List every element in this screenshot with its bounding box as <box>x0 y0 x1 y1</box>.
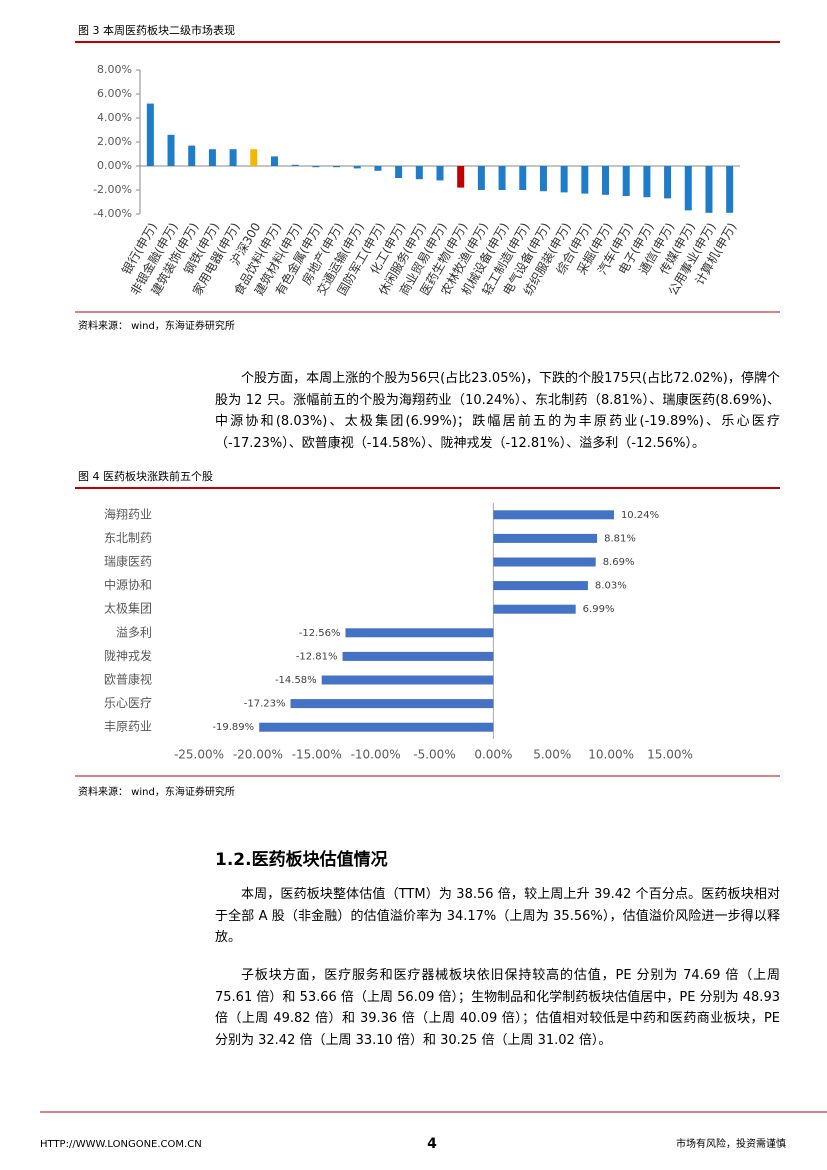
bar <box>259 722 494 732</box>
category-label: 陇神戎发 <box>104 648 152 663</box>
bar <box>643 166 651 198</box>
value-label: -12.81% <box>296 651 338 662</box>
category-label: 东北制药 <box>104 531 152 545</box>
bar <box>291 164 299 166</box>
y-tick-label: -4.00% <box>93 207 132 220</box>
bar <box>374 166 382 171</box>
bar <box>290 699 494 709</box>
bar <box>353 166 361 169</box>
category-label: 丰原药业 <box>104 720 152 734</box>
bar <box>684 166 692 211</box>
y-tick-label: 6.00% <box>97 87 132 100</box>
bar <box>188 145 196 166</box>
category-label: 中源协和 <box>104 577 152 592</box>
bar <box>229 149 237 166</box>
bar <box>457 166 465 188</box>
bar <box>345 628 494 638</box>
bar <box>539 166 547 192</box>
x-tick-label: 5.00% <box>533 748 571 762</box>
bar <box>436 166 444 181</box>
bar <box>250 149 258 166</box>
bar <box>208 149 216 166</box>
category-label: 溢多利 <box>116 625 152 639</box>
section-heading: 1.2.医药板块估值情况 <box>215 850 388 870</box>
bar <box>493 604 576 614</box>
bar <box>726 166 734 213</box>
category-label: 海翔药业 <box>104 506 152 521</box>
bar <box>342 651 494 661</box>
bar <box>321 675 494 685</box>
value-label: -19.89% <box>212 722 254 733</box>
bar <box>312 166 320 168</box>
x-tick-label: -15.00% <box>292 748 342 762</box>
figure-title: 图 4 医药板块涨跌前五个股 <box>78 469 213 483</box>
bar <box>498 166 506 190</box>
x-tick-label: 0.00% <box>474 748 512 762</box>
y-tick-label: 4.00% <box>97 111 132 124</box>
y-tick-label: 2.00% <box>97 135 132 148</box>
value-label: 8.03% <box>595 581 627 592</box>
bar <box>493 533 598 543</box>
bar <box>167 134 175 166</box>
bar <box>664 166 672 199</box>
value-label: -14.58% <box>275 675 317 686</box>
bar <box>560 166 568 193</box>
bar <box>270 156 278 166</box>
bar <box>493 581 588 591</box>
source: 资料来源： wind，东海证券研究所 <box>78 319 235 332</box>
x-tick-label: 10.00% <box>588 748 634 762</box>
bar <box>415 166 423 180</box>
category-label: 欧普康视 <box>104 672 152 687</box>
x-tick-label: -25.00% <box>174 748 224 762</box>
category-label: 乐心医疗 <box>104 696 152 710</box>
value-label: 8.81% <box>604 533 636 544</box>
bar <box>622 166 630 196</box>
value-label: -17.23% <box>244 699 286 710</box>
paragraph: 本周，医药板块整体估值（TTM）为 38.56 倍，较上周上升 39.42 个百… <box>215 887 780 945</box>
bar <box>493 510 614 520</box>
footer-url: HTTP://WWW.LONGONE.COM.CN <box>40 1139 202 1150</box>
figure-title: 图 3 本周医药板块二级市场表现 <box>78 23 235 37</box>
category-label: 瑞康医药 <box>104 554 152 569</box>
category-label: 太极集团 <box>104 601 152 616</box>
value-label: 6.99% <box>583 604 615 615</box>
x-tick-label: 15.00% <box>647 748 693 762</box>
bar <box>146 103 154 166</box>
paragraph: 个股方面，本周上涨的个股为56只(占比23.05%)，下跌的个股175只(占比7… <box>215 371 780 451</box>
bar <box>581 166 589 194</box>
bar <box>493 557 596 567</box>
y-tick-label: 8.00% <box>97 63 132 76</box>
y-tick-label: -2.00% <box>93 183 132 196</box>
bar <box>333 166 341 168</box>
bar <box>705 166 713 213</box>
x-tick-label: -10.00% <box>351 748 401 762</box>
source: 资料来源： wind，东海证券研究所 <box>78 785 235 798</box>
bar <box>477 166 485 190</box>
bar <box>519 166 527 190</box>
bar <box>395 166 403 178</box>
x-tick-label: -5.00% <box>413 748 455 762</box>
value-label: 8.69% <box>603 557 635 568</box>
y-tick-label: 0.00% <box>97 159 132 172</box>
page-number: 4 <box>427 1136 437 1152</box>
value-label: 10.24% <box>621 510 659 521</box>
x-tick-label: -20.00% <box>233 748 283 762</box>
footer-note: 市场有风险，投资需谨慎 <box>676 1137 786 1150</box>
paragraph: 子板块方面，医疗服务和医疗器械板块依旧保持较高的估值，PE 分别为 74.69 … <box>215 968 780 1048</box>
value-label: -12.56% <box>299 628 341 639</box>
bar <box>602 166 610 195</box>
